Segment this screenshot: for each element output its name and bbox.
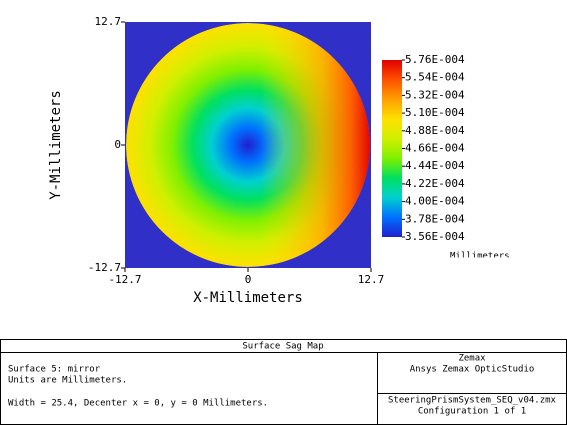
sag-tilt bbox=[126, 23, 370, 267]
y-tick-label: 0 bbox=[114, 138, 121, 151]
footer-text: Width = 25.4, Decenter x = 0, y = 0 Mill… bbox=[8, 399, 268, 409]
x-axis-label: X-Millimeters bbox=[193, 290, 303, 306]
colorbar-tick-label: 5.76E-004 bbox=[405, 53, 465, 66]
colorbar-label: Millimeters bbox=[450, 252, 510, 262]
colorbar-tick-label: 4.66E-004 bbox=[405, 142, 465, 155]
y-axis-label: Y-Millimeters bbox=[48, 90, 64, 200]
y-tick-label: 12.7 bbox=[95, 15, 122, 28]
colorbar-tick-label: 5.32E-004 bbox=[405, 88, 465, 101]
footer-text: SteeringPrismSystem_SEQ_v04.zmx bbox=[388, 396, 557, 406]
y-tick-label: -12.7 bbox=[88, 261, 121, 274]
colorbar-tick-label: 4.22E-004 bbox=[405, 177, 465, 190]
colorbar-tick-label: 5.54E-004 bbox=[405, 71, 465, 84]
x-tick-label: 0 bbox=[245, 273, 252, 286]
footer-text: Units are Millimeters. bbox=[8, 376, 127, 386]
x-tick-label: -12.7 bbox=[108, 273, 141, 286]
colorbar-tick-label: 5.10E-004 bbox=[405, 106, 465, 119]
footer-title: Surface Sag Map bbox=[242, 342, 323, 352]
footer-text: Configuration 1 of 1 bbox=[418, 407, 526, 417]
colorbar-tick-label: 3.56E-004 bbox=[405, 230, 465, 243]
colorbar bbox=[382, 60, 402, 237]
footer-text: Surface 5: mirror bbox=[8, 365, 101, 375]
x-tick-label: 12.7 bbox=[358, 273, 385, 286]
colorbar-tick-label: 4.00E-004 bbox=[405, 195, 465, 208]
sag-map bbox=[126, 23, 370, 267]
colorbar-tick-label: 3.78E-004 bbox=[405, 212, 465, 225]
colorbar-tick-label: 4.88E-004 bbox=[405, 124, 465, 137]
colorbar-tick-label: 4.44E-004 bbox=[405, 159, 465, 172]
footer-text: Ansys Zemax OpticStudio bbox=[410, 365, 535, 375]
footer-text: Zemax bbox=[458, 354, 486, 364]
